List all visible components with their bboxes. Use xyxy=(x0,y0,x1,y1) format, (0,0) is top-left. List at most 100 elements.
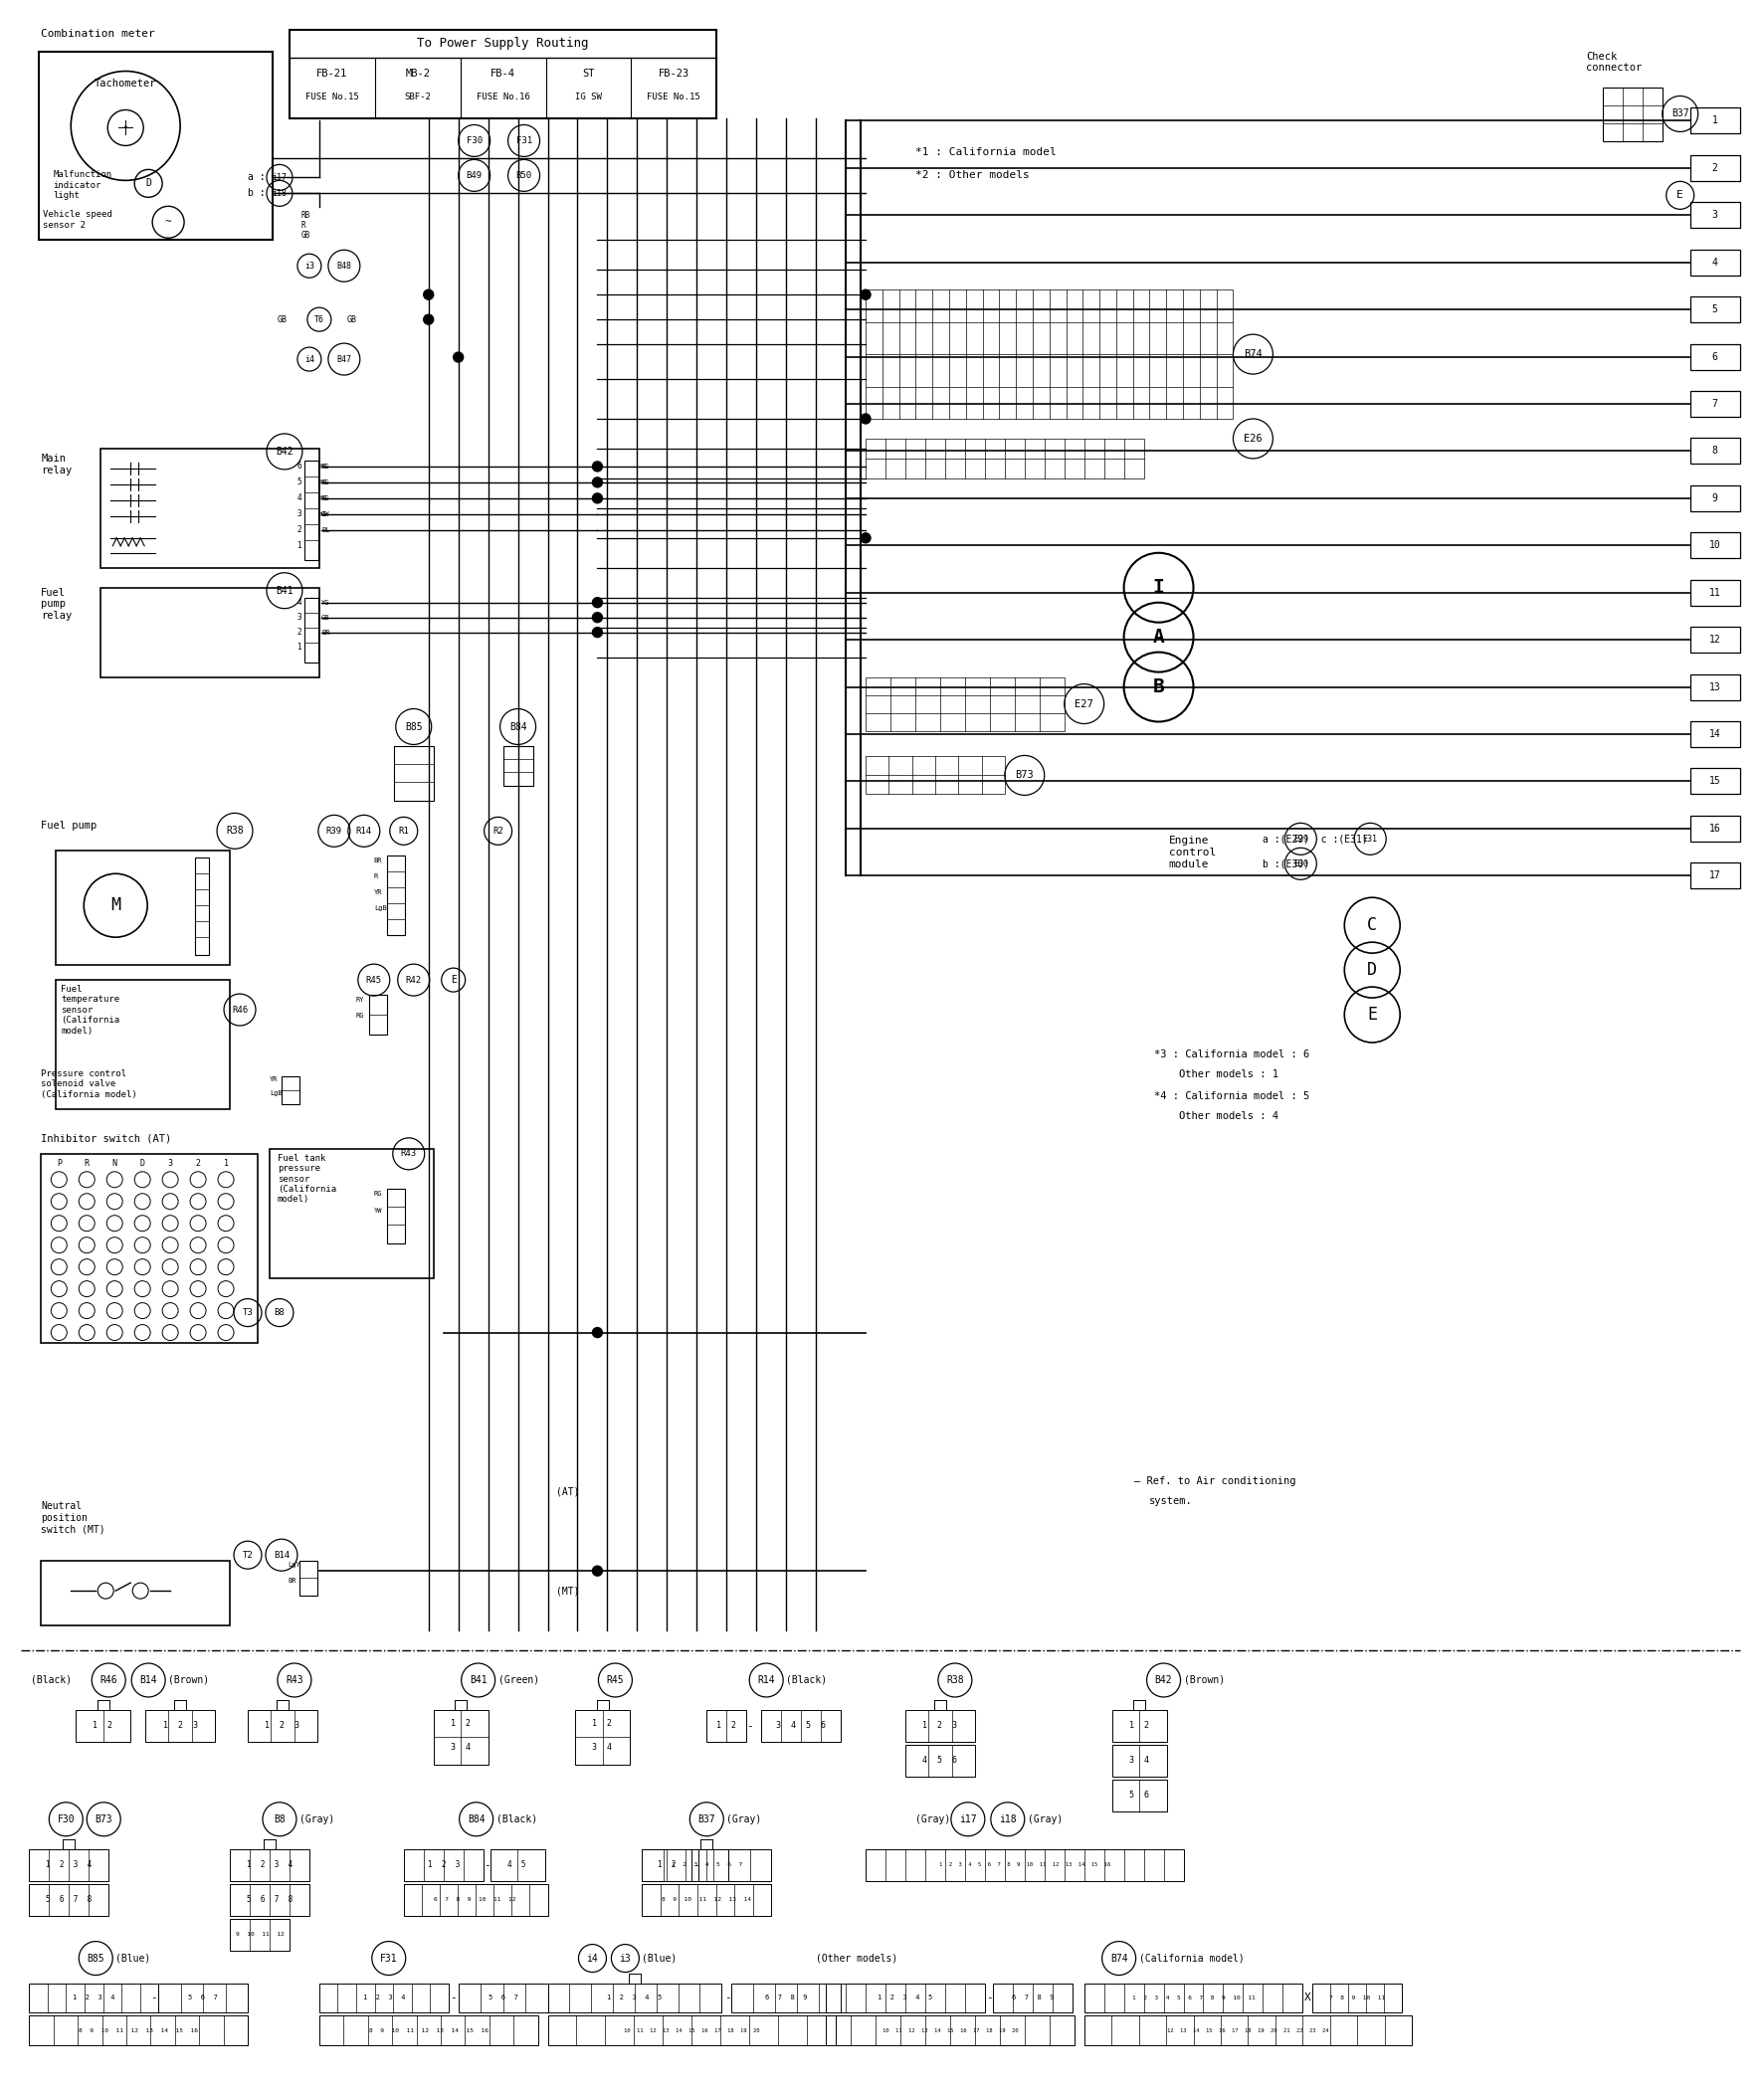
Text: 1  2  3  4  5: 1 2 3 4 5 xyxy=(877,1995,933,2001)
Text: R46: R46 xyxy=(101,1675,118,1685)
Text: B74: B74 xyxy=(1244,349,1261,360)
Text: Vehicle speed
sensor 2: Vehicle speed sensor 2 xyxy=(42,211,113,230)
Bar xyxy=(642,1884,771,1915)
Circle shape xyxy=(861,291,870,299)
Text: 5: 5 xyxy=(296,479,302,487)
Bar xyxy=(864,677,1064,732)
Bar xyxy=(1690,249,1739,276)
Text: Fuel pump: Fuel pump xyxy=(41,822,97,830)
Text: B42: B42 xyxy=(1154,1675,1171,1685)
Text: -: - xyxy=(150,1993,157,2003)
Text: 1  2  3: 1 2 3 xyxy=(265,1721,300,1731)
Text: 12: 12 xyxy=(1708,636,1720,644)
Bar xyxy=(864,439,1143,479)
Bar xyxy=(229,1920,289,1951)
Text: BR: BR xyxy=(288,1579,296,1583)
Bar xyxy=(864,291,1233,418)
Text: i17: i17 xyxy=(958,1815,975,1823)
Text: FUSE No.15: FUSE No.15 xyxy=(305,92,358,102)
Circle shape xyxy=(593,627,602,638)
Text: (Black): (Black) xyxy=(785,1675,827,1685)
Text: YG: YG xyxy=(319,496,328,502)
Text: b :: b : xyxy=(247,188,265,199)
Text: 6  7  8  9: 6 7 8 9 xyxy=(1011,1995,1053,2001)
Text: 1  2  3  4: 1 2 3 4 xyxy=(72,1995,115,2001)
Text: B8: B8 xyxy=(273,1815,286,1823)
Text: GB: GB xyxy=(348,316,356,324)
Bar xyxy=(1690,439,1739,464)
Text: A: A xyxy=(1152,627,1164,646)
Bar xyxy=(101,588,319,677)
Text: (Black): (Black) xyxy=(32,1675,72,1685)
Text: -: - xyxy=(450,1993,457,2003)
Text: Inhibitor switch (AT): Inhibitor switch (AT) xyxy=(41,1133,171,1144)
Text: M: M xyxy=(111,897,120,914)
Text: 2: 2 xyxy=(296,627,302,638)
Text: R43: R43 xyxy=(286,1675,303,1685)
Text: 5  6  7: 5 6 7 xyxy=(489,1995,517,2001)
Bar xyxy=(270,1148,434,1278)
Text: 1  2  3  4: 1 2 3 4 xyxy=(247,1861,293,1869)
Text: BR: BR xyxy=(321,629,330,636)
Text: GB: GB xyxy=(277,316,288,324)
Text: (Blue): (Blue) xyxy=(116,1953,150,1963)
Text: (MT): (MT) xyxy=(556,1585,579,1595)
Bar xyxy=(196,857,208,956)
Text: 12  13  14  15  16  17  18  19  20  21  22  23  24: 12 13 14 15 16 17 18 19 20 21 22 23 24 xyxy=(1166,2028,1328,2032)
Bar xyxy=(386,1188,404,1244)
Text: B37: B37 xyxy=(697,1815,714,1823)
Text: F30: F30 xyxy=(56,1815,74,1823)
Circle shape xyxy=(593,613,602,623)
Text: *3 : California model : 6: *3 : California model : 6 xyxy=(1154,1050,1309,1060)
Bar xyxy=(905,1744,974,1777)
Text: I: I xyxy=(1152,579,1164,598)
Text: F31: F31 xyxy=(515,136,531,144)
Text: 1  2: 1 2 xyxy=(658,1861,676,1869)
Circle shape xyxy=(861,414,870,424)
Bar xyxy=(247,1710,318,1742)
Text: i4: i4 xyxy=(586,1953,598,1963)
Text: 1  2  3: 1 2 3 xyxy=(162,1721,198,1731)
Text: 5  6  7: 5 6 7 xyxy=(189,1995,217,2001)
Text: 1  2  3  4  5  6  7  8  9  10  11: 1 2 3 4 5 6 7 8 9 10 11 xyxy=(1131,1995,1254,2001)
Text: 10  11  12  13  14  15  16  17  18  19  20: 10 11 12 13 14 15 16 17 18 19 20 xyxy=(882,2028,1018,2032)
Text: 3: 3 xyxy=(168,1158,173,1169)
Text: RG: RG xyxy=(374,1190,383,1196)
Circle shape xyxy=(593,1566,602,1577)
Bar xyxy=(730,1982,840,2014)
Text: 1: 1 xyxy=(296,542,302,550)
Text: GB: GB xyxy=(321,615,330,621)
Text: YR: YR xyxy=(374,889,383,895)
Text: R45: R45 xyxy=(365,976,381,985)
Text: (Blue): (Blue) xyxy=(642,1953,677,1963)
Text: D: D xyxy=(1367,962,1376,979)
Text: Fuel tank
pressure
sensor
(California
model): Fuel tank pressure sensor (California mo… xyxy=(277,1154,337,1204)
Text: Tachometer: Tachometer xyxy=(95,77,157,88)
Text: 6  7  8  9: 6 7 8 9 xyxy=(764,1995,806,2001)
Text: B42: B42 xyxy=(275,447,293,456)
Text: YG: YG xyxy=(321,496,330,502)
Text: E29: E29 xyxy=(1293,834,1307,843)
Text: 1  2: 1 2 xyxy=(593,1719,612,1729)
Text: Main
relay: Main relay xyxy=(41,454,72,475)
Bar xyxy=(404,1848,483,1880)
Text: B41: B41 xyxy=(275,585,293,596)
Text: 8  9  10  11  12  13  14  15  16: 8 9 10 11 12 13 14 15 16 xyxy=(369,2028,489,2032)
Bar xyxy=(864,757,1004,795)
Text: RG: RG xyxy=(356,1012,363,1018)
Text: E30: E30 xyxy=(1293,859,1307,868)
Bar xyxy=(1083,1982,1302,2014)
Text: IG SW: IG SW xyxy=(575,92,602,102)
Bar xyxy=(1690,767,1739,795)
Bar xyxy=(864,1848,1184,1880)
Text: T2: T2 xyxy=(242,1552,252,1560)
Text: 3  4: 3 4 xyxy=(450,1744,469,1752)
Text: 17: 17 xyxy=(1708,870,1720,880)
Bar xyxy=(319,2016,538,2045)
Text: YR: YR xyxy=(270,1077,279,1083)
Text: R46: R46 xyxy=(231,1006,247,1014)
Text: b :(E30): b :(E30) xyxy=(1263,859,1309,868)
Text: C: C xyxy=(1367,916,1376,935)
Text: 1: 1 xyxy=(224,1158,228,1169)
Text: 14: 14 xyxy=(1708,730,1720,738)
